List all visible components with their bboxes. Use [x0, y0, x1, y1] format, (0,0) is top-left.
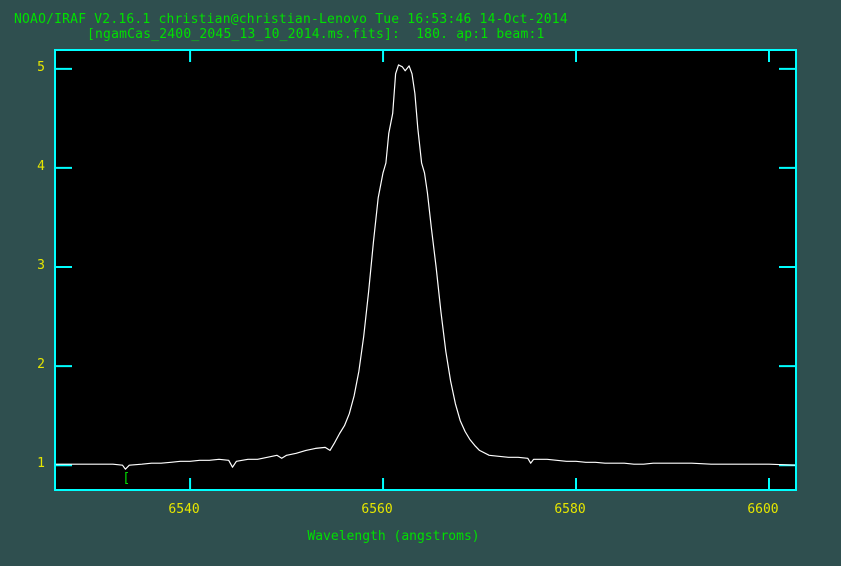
y-tick-label: 3 [37, 258, 45, 274]
plot-area[interactable] [55, 50, 796, 490]
x-tick-label: 6540 [168, 502, 200, 517]
y-tick-label: 1 [37, 456, 45, 472]
x-axis-title-text: Wavelength (angstroms) [307, 529, 480, 544]
plot-frame [54, 49, 797, 491]
x-tick-label: 6600 [747, 502, 779, 517]
y-tick-label: 5 [37, 59, 45, 75]
y-tick-label: 2 [37, 357, 45, 373]
spectrum-line [55, 64, 797, 470]
x-tick-label: 6560 [361, 502, 393, 517]
cursor-marker: [ [122, 471, 130, 486]
plot-subtitle: [ngamCas_2400_2045_13_10_2014.ms.fits]: … [87, 27, 545, 42]
y-tick-label: 4 [37, 158, 45, 174]
x-tick-label: 6580 [554, 502, 586, 517]
plot-title: NOAO/IRAF V2.16.1 christian@christian-Le… [14, 12, 568, 27]
x-axis-title: Wavelength (angstroms) [0, 530, 841, 544]
